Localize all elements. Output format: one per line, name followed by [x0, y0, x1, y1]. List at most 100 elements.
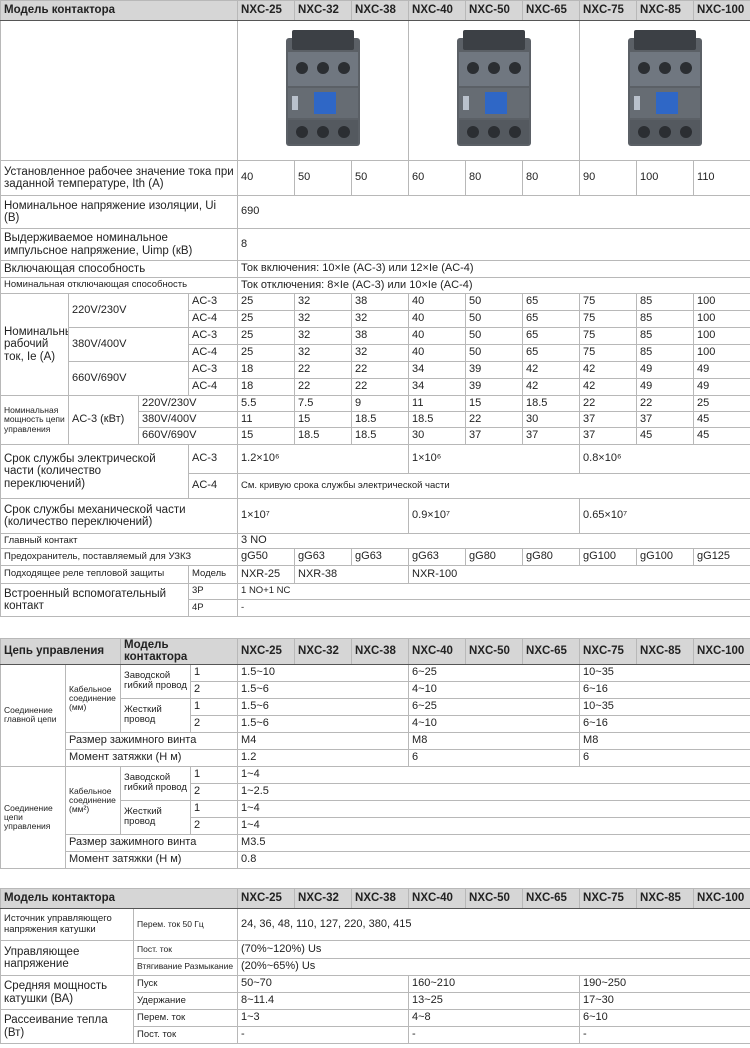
cell: Соединение цепи управления [0, 765, 66, 869]
cell: 50 [465, 327, 524, 345]
cell: Модель контактора [0, 0, 239, 21]
cell: 1.5~10 [237, 663, 410, 682]
cell: Перем. ток [132, 1009, 239, 1027]
cell: 6~25 [408, 697, 581, 716]
cell: NXR-38 [294, 565, 410, 584]
cell: 32 [351, 310, 410, 328]
cell: 1 [190, 697, 239, 716]
cell: 32 [294, 327, 353, 345]
cell: Средняя мощность катушки (ВА) [0, 975, 134, 1010]
cell: 6~16 [579, 680, 750, 699]
cell: NXC-65 [522, 888, 581, 909]
cell: 15 [465, 395, 524, 412]
image-cell [237, 20, 410, 161]
cell: 1.2×10⁶ [237, 444, 410, 474]
contactor-image [628, 30, 703, 147]
cell: 40 [408, 344, 467, 362]
cell: AC-4 [187, 378, 239, 396]
cell: Жесткий провод [120, 799, 192, 835]
cell: NXC-85 [636, 638, 695, 665]
cell: 17~30 [579, 992, 750, 1010]
cell: 3 NO [237, 533, 750, 549]
row: 660V/690V AC-3 18 22 22 34 39 42 42 49 49 [1, 361, 750, 396]
row: Срок службы механической части (количест… [0, 498, 750, 534]
cell: 110 [693, 160, 750, 196]
row: Соединение цепи управления Кабельное соед… [0, 765, 750, 869]
cell: NXC-38 [351, 0, 410, 21]
cell: 18 [237, 361, 296, 379]
cell: 6~25 [408, 663, 581, 682]
image-cell [579, 20, 750, 161]
cell: AC-3 [187, 361, 239, 379]
cell: 100 [693, 293, 750, 311]
cell: 50 [294, 160, 353, 196]
cell: gG63 [408, 548, 467, 566]
row: AC-4 25 32 32 40 50 65 75 85 100 [1, 344, 750, 362]
cell: Момент затяжки (Н м) [64, 748, 239, 767]
cell: M8 [408, 731, 581, 750]
cell: 11 [408, 395, 467, 412]
cell: gG100 [579, 548, 638, 566]
cell: 22 [351, 378, 410, 396]
cell: - [579, 1026, 750, 1044]
cell: 49 [636, 378, 695, 396]
cell: 85 [636, 327, 695, 345]
cell: NXC-25 [237, 888, 296, 909]
image-cell [408, 20, 581, 161]
cell: 18.5 [522, 395, 581, 412]
cell: 220V/230V [68, 293, 189, 328]
cell: NXC-75 [579, 638, 638, 665]
cell: Втягивание Размыкание [132, 958, 239, 976]
cell: 37 [579, 427, 638, 445]
cell: 60 [408, 160, 467, 196]
row: Номинальная отключающая способность Ток о… [0, 277, 750, 294]
row: Пост. ток - - - [1, 1026, 750, 1044]
row: Жесткий провод 1 1~4 [1, 799, 750, 835]
cell: 1.2 [237, 748, 410, 767]
cell: Размер зажимного винта [64, 833, 239, 852]
cell: (70%~120%) Us [237, 940, 750, 959]
cell: 25 [237, 293, 296, 311]
contactor-image [286, 30, 361, 147]
cell: 42 [579, 378, 638, 396]
row: AC-4 См. кривую срока службы электрическо… [1, 473, 750, 499]
cell: Управляющее напряжение [0, 940, 134, 976]
cell: 2 [190, 680, 239, 699]
cell: 1 [190, 663, 239, 682]
cell [0, 20, 239, 161]
cell: Ток включения: 10×Ie (AC-3) или 12×Ie (A… [237, 260, 750, 278]
row: Главный контакт 3 NO [0, 533, 750, 549]
cell: 75 [579, 344, 638, 362]
cell: 1~2.5 [237, 782, 750, 801]
cell: 37 [465, 427, 524, 445]
row: Удержание 8~11.4 13~25 17~30 [1, 992, 750, 1010]
cell: NXC-100 [693, 638, 750, 665]
cell: 1.5~6 [237, 697, 410, 716]
cell: - [237, 1026, 410, 1044]
cell: 22 [636, 395, 695, 412]
cell: 1~4 [237, 799, 750, 818]
cell: 380V/400V [137, 411, 239, 428]
cell: 24, 36, 48, 110, 127, 220, 380, 415 [237, 908, 750, 941]
cell: NXC-32 [294, 888, 353, 909]
row: Размер зажимного винта M3.5 [1, 833, 750, 852]
cell: 38 [351, 293, 410, 311]
cell: Включающая способность [0, 260, 239, 278]
cell: 8~11.4 [237, 992, 410, 1010]
cell: NXC-40 [408, 888, 467, 909]
cell: gG80 [465, 548, 524, 566]
cell: 690 [237, 195, 750, 229]
cell: 190~250 [579, 975, 750, 993]
cell: 100 [636, 160, 695, 196]
cell: AC-4 [187, 344, 239, 362]
image-row [0, 20, 750, 161]
cell: gG80 [522, 548, 581, 566]
cell: Модель [187, 565, 239, 584]
cell: Номинальная мощность цепи управления [0, 395, 69, 445]
cell: 22 [294, 378, 353, 396]
row: 660V/690V 15 18.5 18.5 30 37 37 37 45 45 [1, 427, 750, 445]
cell: NXC-100 [693, 888, 750, 909]
cell: NXC-85 [636, 888, 695, 909]
